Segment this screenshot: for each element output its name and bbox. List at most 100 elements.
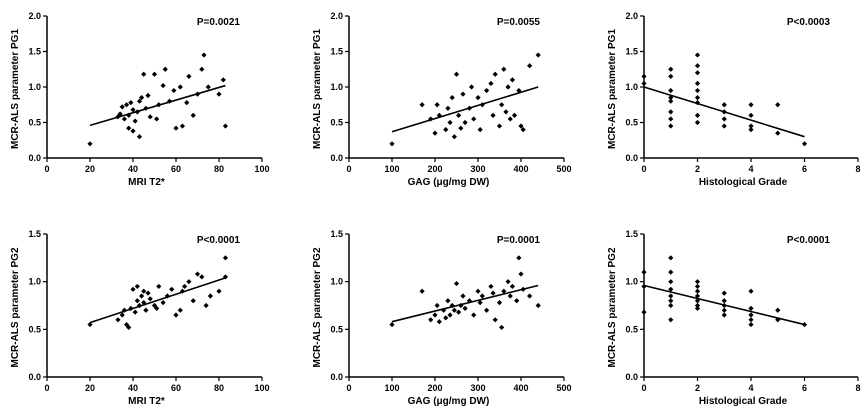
data-point <box>501 288 507 294</box>
data-point <box>216 288 222 294</box>
data-point <box>162 66 168 72</box>
x-axis-label: MRI T2* <box>128 177 165 188</box>
y-tick-label: 0.5 <box>28 118 41 128</box>
data-point <box>694 279 701 285</box>
x-tick-label: 200 <box>427 164 442 174</box>
p-value-annotation: P=0.0021 <box>197 17 241 28</box>
data-point <box>123 102 130 108</box>
data-point <box>721 290 727 296</box>
data-point <box>721 307 727 313</box>
y-tick-label: 1.0 <box>330 277 343 287</box>
data-point <box>121 116 127 122</box>
x-tick-label: 40 <box>128 383 138 393</box>
data-point <box>775 102 781 108</box>
data-point <box>462 119 468 126</box>
data-point <box>190 298 196 304</box>
data-point <box>775 317 781 323</box>
data-point <box>499 102 505 108</box>
data-point <box>173 125 179 131</box>
data-point <box>389 321 395 328</box>
data-point <box>203 302 209 309</box>
data-point <box>87 141 93 147</box>
x-axis-label: GAG (μg/mg DW) <box>408 177 490 188</box>
data-point <box>694 305 701 311</box>
data-point <box>694 298 701 304</box>
data-point <box>748 317 754 323</box>
data-point <box>721 123 727 129</box>
x-axis-label: GAG (μg/mg DW) <box>408 396 490 407</box>
data-point <box>721 116 727 122</box>
regression-line <box>89 277 226 324</box>
data-point <box>694 70 701 76</box>
data-point <box>694 100 701 106</box>
data-point <box>694 52 701 58</box>
p-value-annotation: P<0.0001 <box>197 235 241 246</box>
data-point <box>132 309 138 315</box>
y-tick-label: 0.0 <box>625 153 638 163</box>
data-point <box>721 302 727 309</box>
data-point <box>447 312 453 318</box>
data-point <box>668 286 674 292</box>
data-point <box>186 73 192 79</box>
data-point <box>514 298 520 304</box>
y-axis-label: MCR-ALS parameter PG1 <box>10 29 21 149</box>
data-point <box>668 73 674 79</box>
data-point <box>801 141 808 147</box>
data-point <box>154 116 160 122</box>
y-tick-label: 1.5 <box>625 47 638 57</box>
data-point <box>179 123 186 129</box>
data-point <box>445 105 451 111</box>
data-point <box>694 288 701 294</box>
data-point <box>139 293 145 299</box>
y-tick-label: 0.5 <box>330 324 343 334</box>
x-tick-label: 400 <box>513 383 528 393</box>
data-point <box>511 112 518 118</box>
data-point <box>694 80 701 87</box>
x-axis-label: Histological Grade <box>699 177 788 188</box>
data-point <box>222 255 229 261</box>
data-point <box>488 283 494 290</box>
data-point <box>194 91 201 97</box>
x-tick-label: 6 <box>802 164 807 174</box>
data-point <box>721 102 727 108</box>
data-point <box>220 77 226 83</box>
x-tick-label: 0 <box>44 164 49 174</box>
x-tick-label: 2 <box>695 164 700 174</box>
data-point <box>721 298 727 304</box>
data-point <box>748 102 754 108</box>
x-tick-label: 500 <box>556 383 571 393</box>
y-axis-label: MCR-ALS parameter PG1 <box>312 29 323 149</box>
data-point <box>520 286 526 292</box>
data-point <box>668 95 674 101</box>
data-point <box>492 71 498 77</box>
data-point <box>115 317 121 323</box>
data-point <box>126 324 132 331</box>
data-point <box>668 317 674 323</box>
data-point <box>668 269 674 275</box>
x-tick-label: 6 <box>802 383 807 393</box>
data-point <box>136 302 143 309</box>
data-point <box>509 283 515 290</box>
y-tick-label: 1.5 <box>330 229 343 239</box>
regression-line <box>391 86 539 133</box>
y-tick-label: 0.0 <box>625 372 638 382</box>
data-point <box>173 312 179 318</box>
p-value-annotation: P=0.0001 <box>497 235 541 246</box>
data-point <box>668 302 674 309</box>
data-point <box>451 307 457 313</box>
data-point <box>479 293 485 299</box>
data-point <box>205 84 211 90</box>
data-point <box>449 95 455 101</box>
y-tick-label: 0.5 <box>28 324 41 334</box>
data-point <box>222 274 229 280</box>
data-point <box>141 71 147 77</box>
x-axis-label: Histological Grade <box>699 396 788 407</box>
data-point <box>453 71 460 77</box>
data-point <box>179 288 186 294</box>
data-point <box>419 288 425 294</box>
x-tick-label: 4 <box>748 383 753 393</box>
data-point <box>130 128 136 134</box>
data-point <box>668 116 674 122</box>
data-point <box>389 141 395 147</box>
